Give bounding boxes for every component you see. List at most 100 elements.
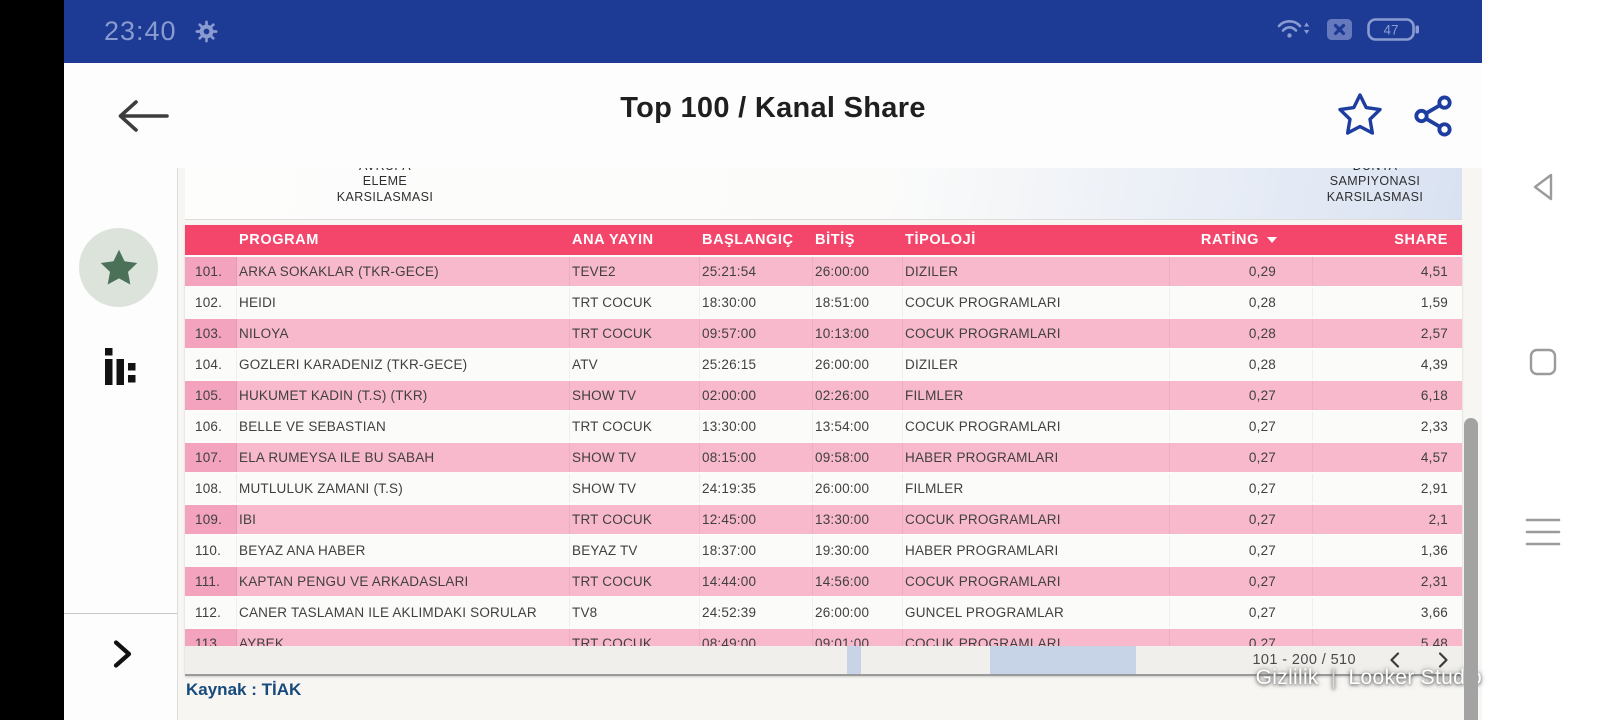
cell-end: 09:01:00 bbox=[813, 629, 903, 648]
cell-type: COCUK PROGRAMLARI bbox=[903, 288, 1170, 317]
android-back-icon[interactable] bbox=[1527, 170, 1559, 209]
cell-share: 4,57 bbox=[1420, 450, 1448, 465]
column-header-rating[interactable]: RATİNG bbox=[1170, 225, 1313, 255]
table-body: 101. ARKA SOKAKLAR (TKR-GECE) TEVE2 25:2… bbox=[185, 257, 1462, 648]
android-nav-bar bbox=[1482, 0, 1604, 720]
share-icon[interactable] bbox=[1410, 93, 1456, 144]
cell-rank: 104. bbox=[185, 350, 237, 379]
pagination-range: 101 - 200 / 510 bbox=[1252, 652, 1356, 668]
cell-start: 09:57:00 bbox=[700, 319, 813, 348]
cell-program: KAPTAN PENGU VE ARKADASLARI bbox=[237, 567, 570, 596]
cell-rating: 0,27 bbox=[1170, 443, 1313, 472]
cell-type: DIZILER bbox=[903, 350, 1170, 379]
cell-program: HEIDI bbox=[237, 288, 570, 317]
cell-start: 13:30:00 bbox=[700, 412, 813, 441]
cell-share: 2,31 bbox=[1420, 574, 1448, 589]
cell-start: 08:15:00 bbox=[700, 443, 813, 472]
chart-remnant-bar bbox=[990, 646, 1136, 674]
cell-type: COCUK PROGRAMLARI bbox=[903, 412, 1170, 441]
cell-rank: 110. bbox=[185, 536, 237, 565]
cell-program: BELLE VE SEBASTIAN bbox=[237, 412, 570, 441]
gear-icon[interactable] bbox=[195, 20, 218, 43]
chart-remnant-bar bbox=[847, 646, 861, 674]
ratings-table: PROGRAM ANA YAYIN BAŞLANGIÇ BİTİŞ TİPOLO… bbox=[185, 225, 1462, 676]
cell-rank: 111. bbox=[185, 567, 237, 596]
back-arrow-icon[interactable] bbox=[114, 96, 172, 141]
sim-missing-icon bbox=[1326, 18, 1353, 46]
cell-rating: 0,27 bbox=[1170, 598, 1313, 627]
cell-share: 3,66 bbox=[1420, 605, 1448, 620]
column-header-share[interactable]: SHARE bbox=[1394, 232, 1448, 248]
cell-share: 6,18 bbox=[1420, 388, 1448, 403]
cell-channel: TRT COCUK bbox=[570, 505, 700, 534]
status-bar: 23:40 bbox=[64, 0, 1482, 63]
app-bar: Top 100 / Kanal Share bbox=[64, 63, 1482, 168]
pagination-prev-icon[interactable] bbox=[1386, 650, 1404, 670]
cell-rating: 0,27 bbox=[1170, 629, 1313, 648]
cell-type: COCUK PROGRAMLARI bbox=[903, 319, 1170, 348]
column-header-end[interactable]: BİTİŞ bbox=[815, 232, 856, 248]
cell-program: ELA RUMEYSA ILE BU SABAH bbox=[237, 443, 570, 472]
cell-channel: ATV bbox=[570, 350, 700, 379]
table-row: 105. HUKUMET KADIN (T.S) (TKR) SHOW TV 0… bbox=[185, 381, 1462, 412]
cell-share: 4,39 bbox=[1420, 357, 1448, 372]
favorites-button[interactable] bbox=[79, 228, 158, 307]
column-header-program[interactable]: PROGRAM bbox=[239, 232, 319, 248]
cell-end: 10:13:00 bbox=[813, 319, 903, 348]
pagination-next-icon[interactable] bbox=[1434, 650, 1452, 670]
cell-channel: TV8 bbox=[570, 598, 700, 627]
cell-channel: TRT COCUK bbox=[570, 288, 700, 317]
android-home-icon[interactable] bbox=[1527, 346, 1559, 383]
table-row: 112. CANER TASLAMAN ILE AKLIMDAKI SORULA… bbox=[185, 598, 1462, 629]
cell-start: 12:45:00 bbox=[700, 505, 813, 534]
expand-chevron-icon[interactable] bbox=[108, 638, 136, 675]
table-row: 106. BELLE VE SEBASTIAN TRT COCUK 13:30:… bbox=[185, 412, 1462, 443]
cell-program: BEYAZ ANA HABER bbox=[237, 536, 570, 565]
column-header-start[interactable]: BAŞLANGIÇ bbox=[702, 232, 794, 248]
table-row: 104. GOZLERI KARADENIZ (TKR-GECE) ATV 25… bbox=[185, 350, 1462, 381]
cell-rating: 0,27 bbox=[1170, 567, 1313, 596]
cell-end: 13:30:00 bbox=[813, 505, 903, 534]
cell-rating: 0,27 bbox=[1170, 412, 1313, 441]
cell-type: COCUK PROGRAMLARI bbox=[903, 629, 1170, 648]
table-row: 101. ARKA SOKAKLAR (TKR-GECE) TEVE2 25:2… bbox=[185, 257, 1462, 288]
cell-end: 19:30:00 bbox=[813, 536, 903, 565]
table-header-row: PROGRAM ANA YAYIN BAŞLANGIÇ BİTİŞ TİPOLO… bbox=[185, 225, 1462, 257]
chart-axis-label: DUNYA SAMPIYONASI KARSILASMASI bbox=[1326, 168, 1424, 204]
cell-channel: TRT COCUK bbox=[570, 629, 700, 648]
cell-rank: 105. bbox=[185, 381, 237, 410]
cell-end: 26:00:00 bbox=[813, 257, 903, 286]
cell-rank: 101. bbox=[185, 257, 237, 286]
clock: 23:40 bbox=[104, 16, 177, 46]
cell-rank: 102. bbox=[185, 288, 237, 317]
cell-channel: BEYAZ TV bbox=[570, 536, 700, 565]
column-header-channel[interactable]: ANA YAYIN bbox=[572, 232, 654, 248]
table-row: 103. NILOYA TRT COCUK 09:57:00 10:13:00 … bbox=[185, 319, 1462, 350]
cell-end: 26:00:00 bbox=[813, 350, 903, 379]
cell-rating: 0,27 bbox=[1170, 536, 1313, 565]
page-title: Top 100 / Kanal Share bbox=[620, 92, 926, 124]
cell-start: 14:44:00 bbox=[700, 567, 813, 596]
cell-rating: 0,28 bbox=[1170, 319, 1313, 348]
table-row: 108. MUTLULUK ZAMANI (T.S) SHOW TV 24:19… bbox=[185, 474, 1462, 505]
cell-rating: 0,27 bbox=[1170, 474, 1313, 503]
cell-channel: TRT COCUK bbox=[570, 319, 700, 348]
cell-type: DIZILER bbox=[903, 257, 1170, 286]
battery-icon: 47 bbox=[1367, 17, 1420, 47]
cell-type: FILMLER bbox=[903, 381, 1170, 410]
cell-start: 25:21:54 bbox=[700, 257, 813, 286]
brand-label: Looker Studio bbox=[1348, 666, 1482, 689]
privacy-link[interactable]: Gizlilik bbox=[1255, 666, 1319, 689]
cell-rating: 0,28 bbox=[1170, 350, 1313, 379]
cell-type: HABER PROGRAMLARI bbox=[903, 536, 1170, 565]
vertical-scrollbar[interactable] bbox=[1464, 418, 1478, 720]
column-header-rank bbox=[185, 225, 237, 255]
wifi-icon bbox=[1276, 16, 1312, 47]
cell-start: 18:30:00 bbox=[700, 288, 813, 317]
cell-rank: 103. bbox=[185, 319, 237, 348]
android-recents-icon[interactable] bbox=[1524, 512, 1562, 557]
screen-edge-strip bbox=[0, 0, 64, 720]
chart-icon[interactable] bbox=[102, 348, 140, 390]
column-header-type[interactable]: TİPOLOJİ bbox=[905, 232, 976, 248]
favorite-star-icon[interactable] bbox=[1336, 91, 1384, 144]
